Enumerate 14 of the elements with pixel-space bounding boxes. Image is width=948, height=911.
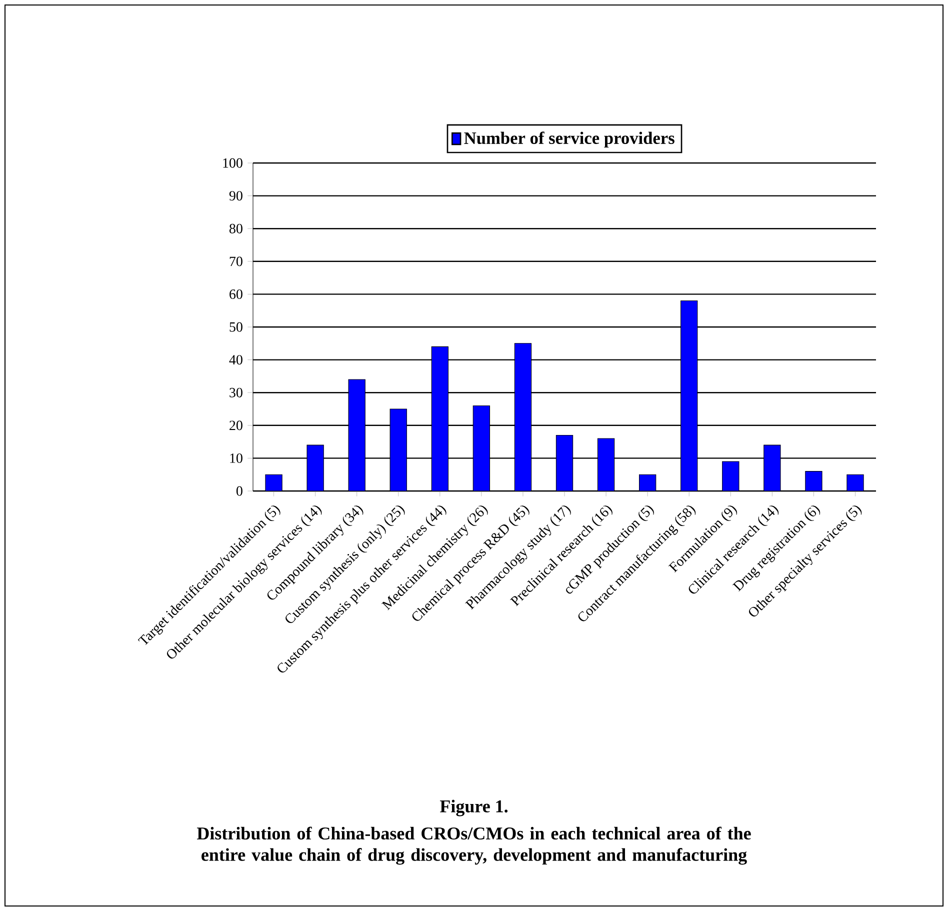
y-tick-label: 30 (230, 388, 242, 398)
y-tick-label: 60 (230, 289, 242, 299)
y-tick-label: 50 (230, 322, 242, 332)
y-tick-label: 70 (230, 256, 242, 266)
y-tick-label: 40 (229, 355, 242, 365)
y-tick-label: 10 (230, 453, 242, 463)
y-tick-label: 90 (229, 191, 242, 201)
y-tick-label: 0 (236, 486, 242, 496)
text: Distribution of China-based CROs/CMOs in each technical area of the entire value chain of drug discovery, development and manufacturing (196, 826, 751, 865)
y-tick-label: 80 (229, 224, 242, 234)
y-tick-label: 20 (230, 420, 242, 430)
y-tick-label: 100 (223, 158, 242, 168)
legend-label: Number of service providers (464, 132, 674, 148)
text: Figure 1. (440, 800, 508, 816)
